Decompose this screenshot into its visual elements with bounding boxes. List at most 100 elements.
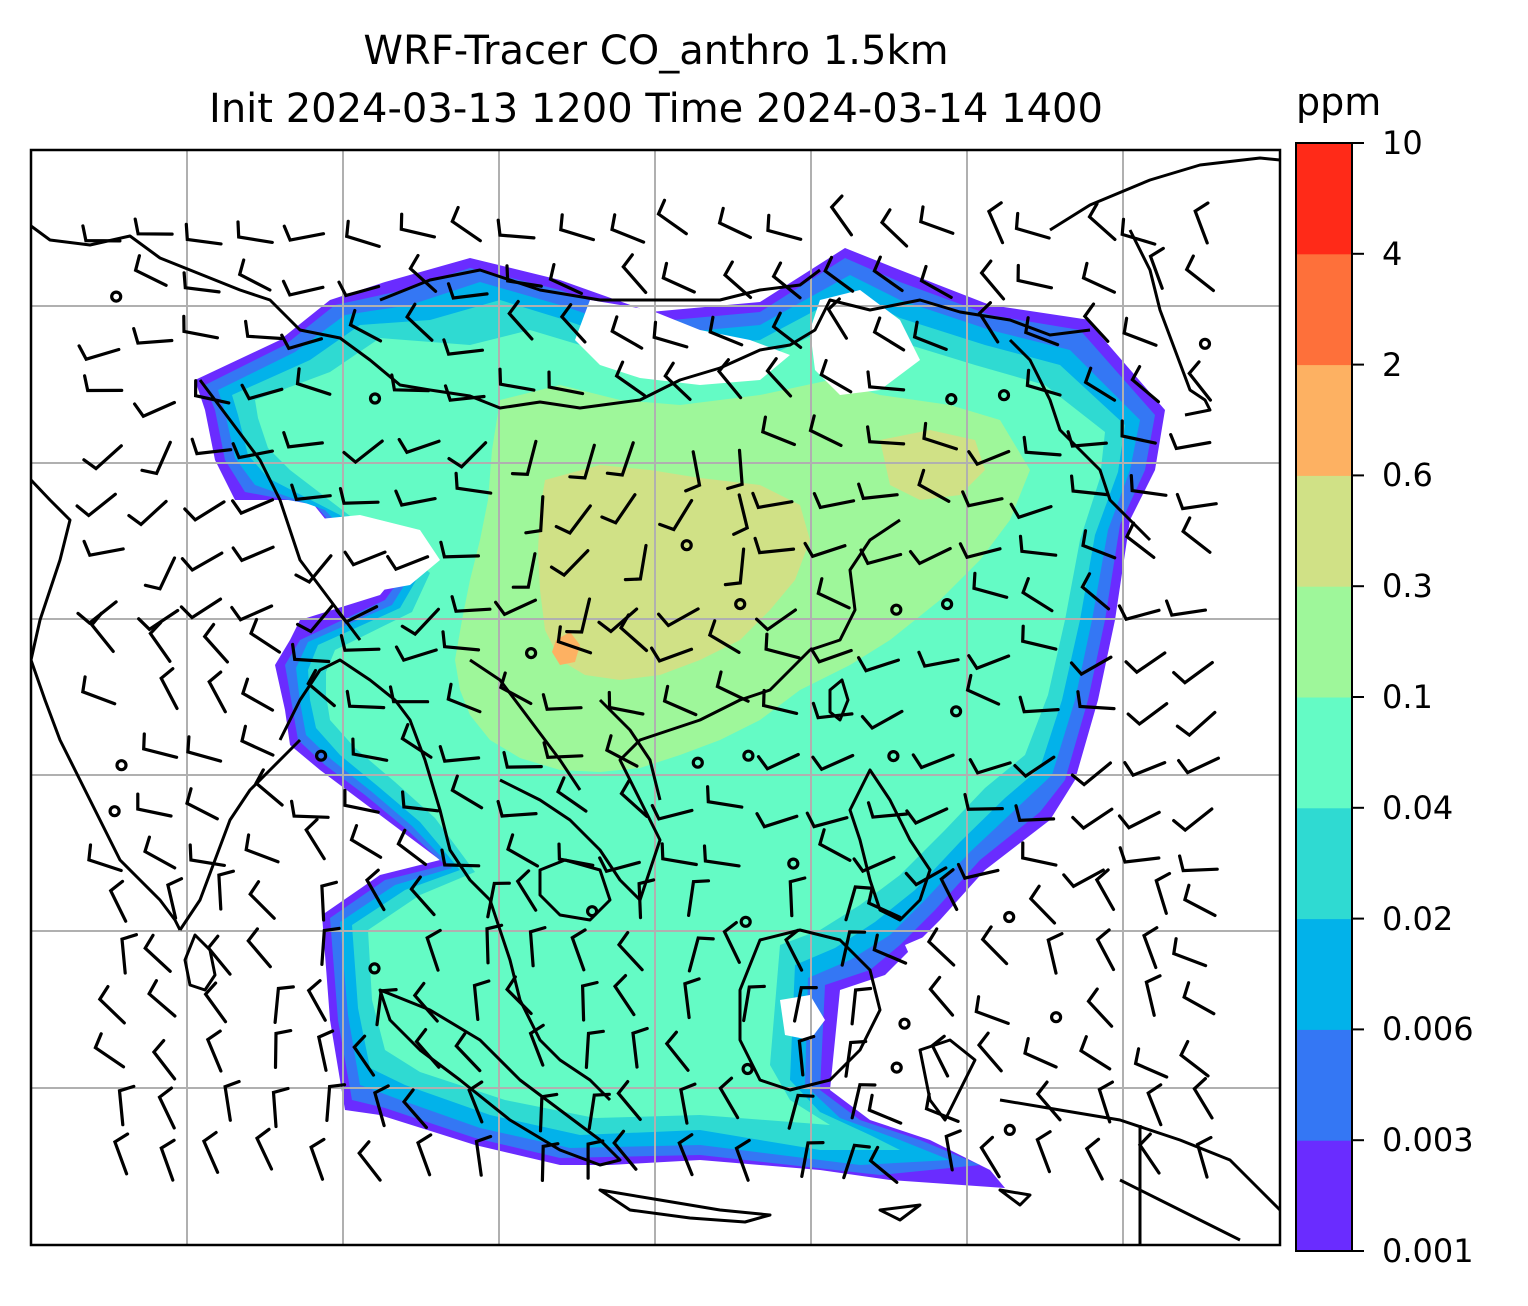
wind-barb	[1023, 1037, 1058, 1069]
wind-barb	[1021, 577, 1054, 613]
colorbar-segment	[1296, 586, 1352, 698]
wind-calm-marker	[787, 857, 800, 870]
wind-barb	[93, 1032, 126, 1069]
colorbar-segment	[1296, 364, 1352, 476]
wind-barb	[76, 600, 118, 626]
wind-barb	[143, 556, 177, 591]
wind-barb	[244, 833, 280, 864]
wind-barb	[1117, 810, 1161, 830]
wind-barb	[584, 1029, 605, 1069]
wind-barb	[237, 258, 272, 292]
wind-barb	[908, 547, 952, 566]
wind-barb	[320, 880, 338, 922]
wind-barb	[1172, 937, 1208, 968]
wind-barb	[939, 868, 959, 911]
wind-barb	[342, 439, 384, 465]
wind-barb	[343, 788, 380, 814]
wind-barb	[809, 647, 853, 664]
wind-calm-marker	[524, 646, 538, 660]
wind-barb	[1071, 807, 1114, 831]
colorbar-unit: ppm	[1296, 80, 1382, 124]
concentration-field	[195, 248, 1165, 1188]
colorbar-tick-label: 4	[1382, 234, 1403, 273]
wind-barb	[75, 492, 117, 518]
wind-barb	[803, 541, 847, 559]
wind-barb	[580, 980, 599, 1022]
wind-barb	[394, 489, 437, 507]
wind-barb	[306, 668, 336, 708]
wind-barb	[1122, 316, 1158, 347]
coastline-timor	[878, 1203, 922, 1222]
wind-barb	[963, 792, 1004, 811]
wind-calm-marker	[680, 539, 693, 552]
coastlines	[31, 156, 1280, 1245]
wind-barb	[650, 803, 694, 821]
wind-barb	[859, 548, 903, 566]
colorbar-tick-label: 0.006	[1382, 1010, 1474, 1049]
wind-calm-marker	[898, 1017, 911, 1030]
wind-barb	[182, 314, 219, 340]
wind-barb	[401, 790, 440, 813]
wind-barb	[565, 597, 592, 634]
coastline-philippines	[848, 768, 932, 922]
wind-barb	[498, 671, 533, 706]
wind-barb	[965, 673, 1001, 706]
wind-barb	[956, 862, 1000, 880]
wind-barb	[756, 752, 800, 771]
wind-barb	[335, 605, 379, 624]
wind-barb	[151, 1039, 177, 1081]
wind-barb	[515, 869, 538, 912]
wind-barb	[919, 264, 953, 299]
wind-barb	[706, 785, 744, 809]
wind-barb	[474, 1134, 493, 1177]
wind-barb	[930, 1034, 950, 1078]
wind-barb	[188, 843, 226, 867]
wind-barb	[637, 878, 656, 920]
wind-barb	[143, 933, 172, 973]
wind-barb	[1175, 492, 1218, 511]
wind-barb	[976, 1031, 1003, 1073]
wind-barb	[439, 540, 480, 559]
wind-barb	[304, 817, 326, 861]
wind-barb	[388, 685, 430, 704]
wind-barb	[755, 608, 797, 632]
wind-barb	[133, 254, 168, 287]
wind-barb	[722, 921, 741, 964]
wind-barb	[281, 279, 325, 297]
wind-barb	[556, 625, 593, 655]
wind-barb	[1146, 1083, 1163, 1127]
wind-barb	[771, 261, 802, 300]
wind-barb	[390, 373, 430, 393]
wind-barb	[1035, 1080, 1062, 1122]
wind-barb	[1095, 928, 1116, 972]
wind-barb	[852, 855, 896, 874]
wind-barb	[280, 333, 323, 351]
wind-barb	[944, 1129, 962, 1172]
wind-barb	[193, 379, 231, 405]
wind-barb	[726, 448, 744, 491]
wind-barb	[414, 1028, 441, 1069]
field-gap	[810, 290, 920, 395]
field-gap	[300, 515, 440, 595]
wind-calm-marker	[890, 603, 903, 616]
wind-barb	[679, 1082, 697, 1125]
wind-barb	[922, 421, 958, 451]
wind-barb	[1169, 433, 1212, 451]
wind-barb	[400, 607, 440, 637]
wind-barb	[1014, 804, 1056, 822]
wind-calm-marker	[734, 597, 747, 611]
wind-barb	[148, 620, 172, 663]
wind-barb	[771, 311, 803, 349]
colorbar-segment	[1296, 918, 1352, 1030]
wind-barb	[1084, 1137, 1104, 1181]
wind-barb	[83, 374, 124, 393]
wind-barb	[586, 1139, 605, 1180]
wind-barb	[687, 879, 711, 917]
wind-barb	[290, 483, 332, 502]
wind-barb	[206, 934, 232, 976]
wind-barb	[443, 384, 486, 402]
coastline-newguinea	[999, 1098, 1280, 1212]
wind-barb	[1172, 807, 1214, 833]
wind-barb	[1142, 926, 1159, 970]
wind-barb	[812, 492, 856, 510]
